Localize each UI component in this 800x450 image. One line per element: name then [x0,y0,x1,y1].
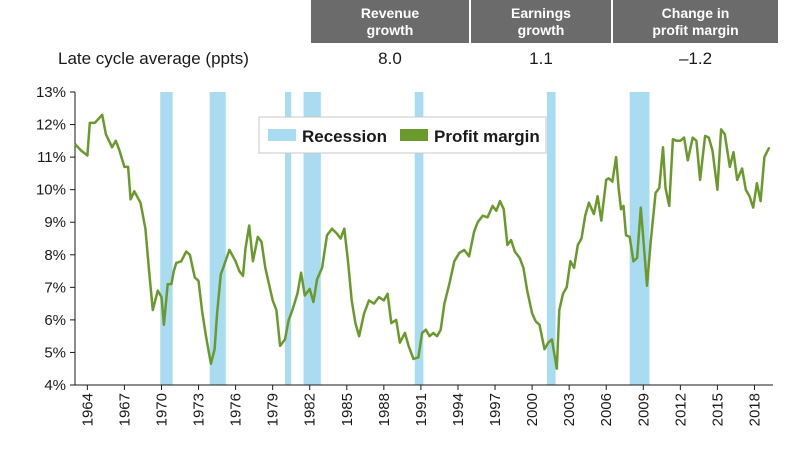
x-tick-label: 1994 [450,393,467,426]
profit-margin-line [74,113,771,370]
recession-band-4 [303,92,321,385]
value-revenue-growth: 8.0 [378,49,402,68]
header-cell-profit-margin-change: Change in profit margin [613,0,778,43]
header-margin-line2: profit margin [652,21,739,38]
header-earnings-line1: Earnings [511,4,571,21]
x-tick-label: 2018 [746,393,763,426]
x-tick-label: 1988 [376,393,393,426]
x-tick-label: 1964 [79,393,96,426]
recession-band-2 [209,92,226,385]
recession-band-6 [546,92,556,385]
x-tick-label: 2012 [672,393,689,426]
x-tick-label: 1997 [487,393,504,426]
value-earnings-growth: 1.1 [529,49,553,68]
y-tick-label: 12% [36,117,66,134]
y-tick-label: 13% [36,84,66,101]
x-tick-label: 2006 [598,393,615,426]
y-tick-label: 5% [44,344,66,361]
x-tick-label: 1973 [191,393,208,426]
header-earnings-line2: growth [517,21,565,38]
x-tick-label: 1976 [228,393,245,426]
recession-band-1 [160,92,173,385]
header-margin-line1: Change in [661,4,730,21]
x-tick-label: 2003 [561,393,578,426]
y-tick-label: 8% [44,247,66,264]
legend-line-swatch [400,129,428,141]
legend: Recession Profit margin [258,116,547,154]
recession-band-5 [414,92,424,385]
y-tick-label: 6% [44,312,66,329]
x-tick-label: 1991 [413,393,430,426]
header-revenue-line1: Revenue [360,4,420,21]
y-tick-label: 11% [37,149,66,166]
y-tick-label: 9% [44,214,66,231]
recession-band-3 [285,92,292,385]
value-margin-change: –1.2 [678,49,713,68]
y-tick-label: 10% [36,182,66,199]
row-label-late-cycle: Late cycle average (ppts) [58,49,249,68]
y-tick-label: 7% [44,279,66,296]
y-axis: 4% 5% 6% 7% 8% 9% 10% 11% 12% 13% [36,84,76,394]
x-axis: 1964 1967 1970 1973 1976 1979 1982 1985 1988 1991… [75,384,773,426]
header-cell-revenue-growth: Revenue growth [311,0,469,43]
x-tick-label: 1970 [153,393,170,426]
y-tick-label: 4% [44,377,66,394]
x-tick-label: 1967 [116,393,133,426]
header-revenue-line2: growth [366,21,414,38]
x-tick-label: 1979 [265,393,282,426]
x-tick-label: 2009 [635,393,652,426]
x-tick-label: 1985 [339,393,356,426]
legend-recession-swatch [268,129,296,141]
x-tick-label: 2015 [709,393,726,426]
legend-line-label: Profit margin [434,127,540,146]
legend-recession-label: Recession [302,127,387,146]
x-tick-label: 2000 [524,393,541,426]
header-cell-earnings-growth: Earnings growth [471,0,611,43]
recession-bands [160,92,650,385]
series-layer [74,113,771,370]
x-tick-label: 1982 [302,393,319,426]
